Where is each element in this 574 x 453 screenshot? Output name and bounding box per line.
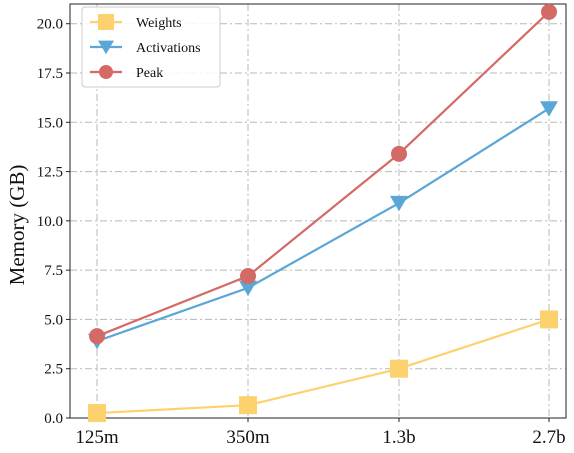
legend: Weights Activations Peak [81,6,221,88]
y-tick-label: 15.0 [37,115,63,131]
legend-activations-label: Activations [136,41,201,56]
weights-point [239,396,257,415]
y-tick-label: 5.0 [44,312,63,328]
legend-weights-label: Weights [136,16,182,31]
weights-point [390,359,408,378]
legend-weights-marker [98,14,114,30]
x-tick-label: 125m [75,427,119,448]
y-axis-label: Memory (GB) [5,165,29,286]
series [88,3,558,423]
legend-peak-marker [99,65,113,79]
x-tick-label: 350m [226,427,270,448]
peak-line [96,11,550,338]
legend-box [81,6,221,88]
weights-point [88,404,106,423]
y-tick-label: 0.0 [44,411,63,427]
y-tick-label: 10.0 [37,214,63,230]
peak-point [391,145,407,162]
plot-frame [69,3,567,419]
y-tick-label: 2.5 [44,362,63,378]
y-tick-label: 20.0 [37,17,63,33]
peak-point [89,328,105,345]
peak-point [541,3,557,20]
weights-line [96,318,550,415]
activations-point [540,101,558,117]
activations-line [96,107,550,343]
y-tick-label: 12.5 [37,165,63,181]
activations-point [390,195,408,212]
y-tick-label: 7.5 [44,263,63,279]
weights-point [540,310,558,329]
peak-point [240,268,256,285]
axes: 0.0 2.5 5.0 7.5 10.0 12.5 15.0 17.5 20.0 125m 350m… [37,3,567,448]
legend-peak-label: Peak [136,66,163,81]
x-tick-label: 2.7b [532,427,565,448]
legend-activations-marker [98,40,114,55]
activations-point [239,280,257,296]
x-tick-label: 1.3b [382,427,415,448]
y-tick-label: 17.5 [37,66,63,82]
